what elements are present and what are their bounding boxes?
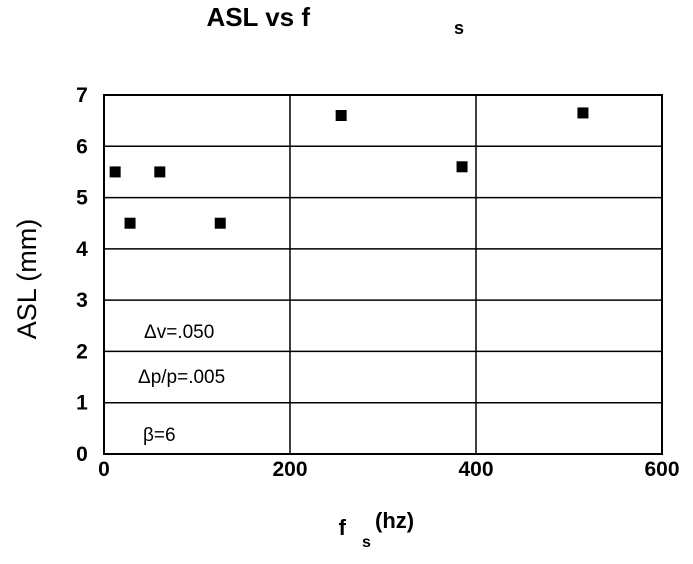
- data-point: [154, 166, 166, 178]
- data-points: [109, 107, 589, 229]
- data-point: [577, 107, 589, 119]
- x-tick-labels: 0 200 400 600: [98, 458, 679, 481]
- data-point: [109, 166, 121, 178]
- y-tick-label: 6: [76, 135, 88, 158]
- annotation-delta-v: Δv=.050: [144, 322, 214, 343]
- x-tick-label: 200: [272, 458, 307, 481]
- chart-title-subscript: s: [454, 18, 464, 38]
- plot-area-border: [103, 94, 663, 455]
- data-point: [124, 217, 136, 229]
- y-tick-label: 7: [76, 84, 88, 107]
- data-point: [456, 161, 468, 173]
- x-tick-label: 400: [458, 458, 493, 481]
- x-tick-label: 0: [98, 458, 110, 481]
- y-axis-label: ASL (mm): [12, 219, 42, 340]
- y-tick-label: 0: [76, 443, 88, 466]
- annotation-delta-p: Δp/p=.005: [138, 367, 225, 388]
- x-axis-label: f: [339, 515, 347, 540]
- y-tick-labels: 0 1 2 3 4 5 6 7: [76, 84, 88, 466]
- data-point: [335, 110, 347, 122]
- y-tick-label: 1: [76, 392, 88, 415]
- x-tick-label: 600: [644, 458, 679, 481]
- y-tick-label: 5: [76, 187, 88, 210]
- x-axis-label-unit: (hz): [375, 508, 414, 533]
- chart-title: ASL vs f: [206, 2, 310, 32]
- y-tick-label: 2: [76, 340, 88, 363]
- y-tick-label: 3: [76, 289, 88, 312]
- grid-lines: [104, 95, 662, 454]
- x-axis-label-subscript: s: [362, 534, 371, 551]
- data-point: [214, 217, 226, 229]
- y-tick-label: 4: [76, 238, 88, 261]
- annotation-beta: β=6: [143, 425, 176, 446]
